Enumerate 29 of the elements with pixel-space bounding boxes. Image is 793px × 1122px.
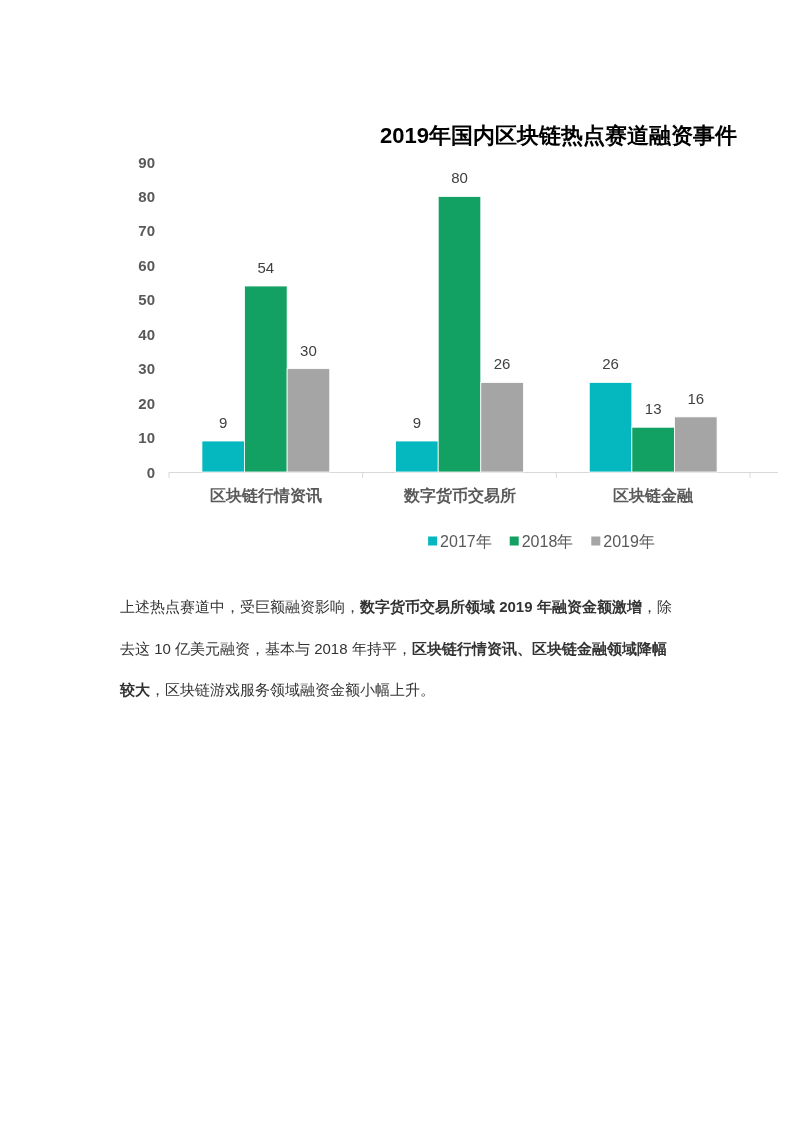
y-tick-label: 10 [138, 429, 155, 447]
data-label: 16 [687, 389, 705, 407]
data-label: 26 [602, 355, 619, 373]
y-tick-label: 80 [138, 187, 155, 205]
y-tick-label: 50 [138, 291, 155, 309]
data-label: 54 [257, 259, 275, 276]
y-tick-label: 40 [138, 325, 155, 343]
data-label: 26 [493, 355, 511, 373]
x-tick-label: 区块链行情资讯 [209, 487, 322, 504]
y-tick-label: 60 [138, 256, 155, 274]
data-label: 30 [300, 341, 317, 359]
x-tick-label: 区块链金融 [613, 487, 695, 504]
y-tick-label: 0 [146, 463, 155, 481]
y-tick-label: 90 [138, 153, 155, 171]
legend-label: 2018年 [521, 532, 574, 550]
y-tick-label: 30 [138, 360, 155, 378]
legend-label: 2019年 [603, 532, 655, 550]
chart-title: 2019年国内区块链热点赛道融资事件 [380, 123, 737, 148]
data-label: 13 [644, 400, 662, 418]
text: 数字货币交易所领域 2019 年融资金额激增 [360, 598, 642, 615]
text: ，区块链游戏服务领域融资金额小幅上升。 [150, 681, 435, 698]
y-tick-label: 70 [138, 222, 155, 240]
data-label: 80 [451, 169, 468, 187]
x-tick-label: 数字货币交易所 [402, 486, 516, 505]
legend-label: 2017年 [440, 532, 492, 550]
text: 上述热点赛道中，受巨额融资影响， [120, 598, 360, 615]
data-label: 9 [219, 414, 228, 431]
y-tick-label: 20 [138, 394, 155, 412]
data-label: 9 [412, 414, 422, 431]
